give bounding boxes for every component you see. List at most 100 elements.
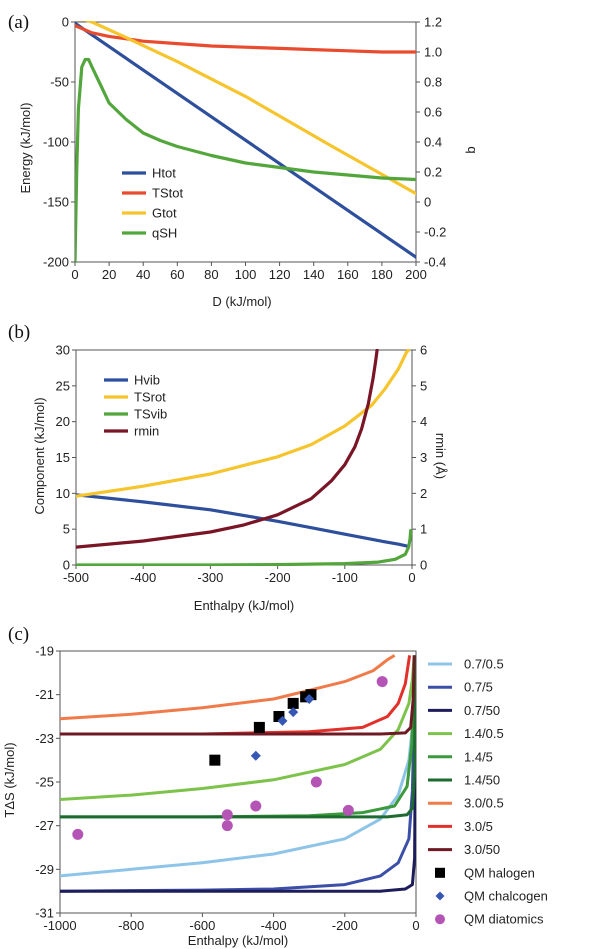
c-legend-label-1-4-0-5: 1.4/0.5: [464, 726, 504, 741]
c-series-group: [60, 654, 416, 893]
c-point-qm-chalcogen: [277, 715, 288, 726]
a-x-tick-label: 120: [269, 267, 291, 282]
a-legend-label-qsh: qSH: [152, 226, 177, 241]
panel-a-ylabel: Energy (kJ/mol): [18, 102, 33, 193]
a-series-qsh: [75, 57, 416, 263]
panel-b-ylabel: Component (kJ/mol): [32, 397, 47, 514]
b-legend-label-tsrot: TSrot: [134, 390, 166, 405]
a-x-tick-label: 40: [136, 267, 150, 282]
panel-b-xlabel: Enthalpy (kJ/mol): [194, 598, 294, 613]
b-y-tick-label: 5: [63, 522, 70, 537]
b-y2-tick-label: 4: [420, 414, 427, 429]
a-series-group: [75, 21, 416, 263]
c-legend-label-3-0-5: 3.0/5: [464, 819, 493, 834]
panel-a-xlabel: D (kJ/mol): [212, 294, 271, 309]
a-y2-tick-label: -0.4: [424, 255, 446, 270]
b-series-tsrot: [76, 349, 411, 498]
a-legend-label-gtot: Gtot: [152, 206, 177, 221]
b-x-tick-label: 0: [408, 570, 415, 585]
b-x-tick-label: -300: [197, 570, 223, 585]
c-point-qm-diatomics: [221, 820, 233, 832]
c-series-1-4-0-5: [60, 655, 416, 801]
b-x-tick-label: -400: [130, 570, 156, 585]
a-y2-tick-label: 0.6: [424, 105, 442, 120]
b-y-tick-label: 15: [56, 450, 70, 465]
c-x-tick-label: -600: [189, 918, 215, 933]
c-legend-swatch-qm-chalcogen: [435, 891, 445, 901]
panel-a-y2label: q: [465, 146, 480, 153]
c-series-1-4-5: [60, 655, 416, 819]
c-legend-label-1-4-50: 1.4/50: [464, 773, 500, 788]
b-x-tick-label: -200: [265, 570, 291, 585]
a-series-gtot: [75, 21, 416, 196]
a-legend-label-htot: Htot: [152, 166, 176, 181]
c-y-tick-label: -19: [35, 644, 54, 659]
panel-c-ylabel: TΔS (kJ/mol): [2, 742, 17, 817]
b-y-tick-label: 25: [56, 378, 70, 393]
a-y2-tick-label: 1.2: [424, 15, 442, 30]
b-legend-label-rmin: rmin: [134, 424, 159, 439]
a-y-tick-label: -50: [50, 75, 69, 90]
a-series-tstot: [75, 24, 416, 54]
c-y-tick-label: -31: [35, 906, 54, 921]
c-point-qm-halogen: [287, 697, 299, 709]
a-x-tick-label: 200: [405, 267, 427, 282]
c-x-tick-label: -1000: [43, 918, 76, 933]
c-legend-label-qm-diatomics: QM diatomics: [464, 912, 544, 927]
c-point-qm-diatomics: [221, 809, 233, 821]
b-y2-tick-label: 3: [420, 450, 427, 465]
panel-c-xlabel: Enthalpy (kJ/mol): [188, 933, 288, 948]
c-y-tick-label: -29: [35, 862, 54, 877]
c-point-qm-chalcogen: [250, 750, 261, 761]
a-y2-tick-label: -0.2: [424, 225, 446, 240]
c-legend-label-0-7-0-5: 0.7/0.5: [464, 657, 504, 672]
a-y-tick-label: -100: [43, 135, 69, 150]
panel-a-label: (a): [8, 12, 29, 33]
c-y-tick-label: -23: [35, 731, 54, 746]
a-y-tick-label: 0: [62, 15, 69, 30]
a-x-tick-label: 60: [170, 267, 184, 282]
a-y-tick-label: -200: [43, 255, 69, 270]
c-series-3-0-5: [60, 655, 412, 736]
c-series-3-0-50: [60, 655, 416, 736]
c-plot-frame: [59, 650, 417, 914]
b-legend-label-tsvib: TSvib: [134, 407, 167, 422]
c-legend-label-3-0-0-5: 3.0/0.5: [464, 796, 504, 811]
c-series-0-7-5: [60, 655, 416, 893]
c-point-qm-diatomics: [72, 828, 84, 840]
b-x-tick-label: -100: [332, 570, 358, 585]
c-legend-swatch-qm-halogen: [435, 867, 445, 878]
c-legend-label-0-7-50: 0.7/50: [464, 703, 500, 718]
b-series-rmin: [76, 349, 379, 549]
b-y-tick-label: 30: [56, 343, 70, 358]
panel-c: (c) TΔS (kJ/mol) Enthalpy (kJ/mol) -1000…: [2, 624, 548, 948]
b-y2-tick-label: 2: [420, 486, 427, 501]
c-x-tick-label: 0: [412, 918, 419, 933]
b-x-tick-label: -500: [63, 570, 89, 585]
c-legend-label-3-0-50: 3.0/50: [464, 842, 500, 857]
a-x-tick-label: 180: [371, 267, 393, 282]
a-y2-tick-label: 1.0: [424, 45, 442, 60]
a-x-tick-label: 0: [71, 267, 78, 282]
c-point-qm-chalcogen: [304, 694, 315, 705]
a-y2-tick-label: 0: [424, 195, 431, 210]
c-y-tick-label: -27: [35, 818, 54, 833]
c-legend-label-0-7-5: 0.7/5: [464, 680, 493, 695]
c-series-3-0-0-5: [60, 654, 396, 721]
panel-a: (a) Energy (kJ/mol) q D (kJ/mol) 0 20 40 60…: [8, 12, 480, 309]
a-legend-label-tstot: TStot: [152, 186, 183, 201]
c-point-qm-diatomics: [250, 800, 262, 812]
c-legend-label-qm-halogen: QM halogen: [464, 865, 535, 880]
a-series-htot: [75, 21, 416, 259]
b-y2-tick-label: 0: [420, 558, 427, 573]
c-series-0-7-50: [60, 655, 416, 893]
b-y2-tick-label: 6: [420, 343, 427, 358]
a-x-tick-label: 100: [235, 267, 257, 282]
c-point-qm-halogen: [273, 711, 285, 722]
c-point-qm-diatomics: [310, 776, 322, 788]
c-point-qm-diatomics: [342, 804, 354, 816]
a-y2-tick-label: 0.4: [424, 135, 442, 150]
b-y2-tick-label: 1: [420, 522, 427, 537]
c-legend-label-qm-chalcogen: QM chalcogen: [464, 889, 548, 904]
c-point-qm-chalcogen: [288, 707, 299, 718]
